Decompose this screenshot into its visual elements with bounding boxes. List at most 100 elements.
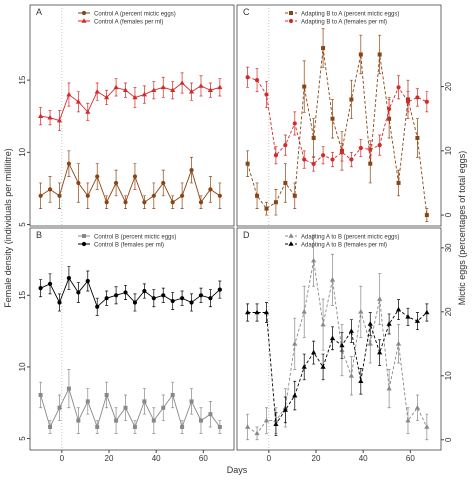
point	[264, 92, 269, 97]
point	[292, 121, 297, 126]
point	[47, 187, 53, 192]
point	[320, 153, 326, 158]
point	[405, 314, 411, 319]
panel-label: D	[243, 230, 250, 240]
point	[289, 11, 293, 15]
point	[395, 340, 402, 346]
panel-frame	[236, 227, 442, 451]
point	[95, 174, 100, 179]
point	[348, 328, 354, 333]
point	[66, 91, 72, 97]
point	[283, 143, 288, 148]
legend-label: Control B (percent mictic eggs)	[94, 235, 176, 241]
y2-tick-label: 10	[444, 146, 453, 155]
x-tick-label: 60	[199, 454, 208, 463]
series-line	[247, 76, 428, 165]
point	[94, 88, 100, 94]
point	[81, 18, 87, 23]
point	[189, 399, 194, 404]
point	[302, 84, 307, 89]
point	[188, 88, 195, 94]
point	[189, 300, 194, 305]
point	[367, 321, 373, 326]
point	[414, 318, 421, 323]
point	[349, 97, 354, 102]
point	[254, 78, 260, 83]
point	[208, 412, 213, 417]
y-tick-label: 10	[18, 147, 27, 156]
series-line	[40, 82, 220, 122]
point	[82, 234, 86, 238]
point	[142, 200, 147, 205]
legend-label: Control B (females per ml)	[94, 243, 164, 249]
legend-label: Control A (percent mictic eggs)	[94, 12, 176, 18]
point	[95, 304, 100, 309]
point	[85, 109, 91, 114]
point	[38, 286, 43, 291]
legend-label: Adapting A to B (percent mictic eggs)	[301, 235, 399, 241]
point	[189, 168, 194, 173]
point	[76, 290, 81, 295]
point	[57, 405, 62, 410]
x-tick-label: 0	[267, 454, 272, 463]
point	[217, 193, 222, 198]
y2-tick-label: 10	[444, 371, 453, 380]
point	[38, 113, 44, 119]
point	[85, 278, 90, 284]
point	[104, 94, 110, 100]
series-line	[247, 47, 428, 216]
point	[311, 349, 317, 355]
point	[161, 293, 166, 298]
point	[415, 95, 420, 100]
x-tick-label: 40	[359, 454, 368, 463]
point	[198, 418, 203, 423]
point	[113, 180, 119, 186]
point	[85, 193, 90, 198]
point	[180, 424, 185, 429]
y-tick-label: 5	[18, 222, 27, 227]
point	[132, 174, 138, 179]
point	[273, 153, 279, 158]
point	[405, 99, 411, 104]
series-line	[40, 387, 221, 429]
point	[151, 193, 156, 198]
point	[349, 157, 354, 162]
point	[217, 287, 222, 292]
point	[76, 180, 81, 186]
point	[208, 296, 213, 301]
point	[132, 300, 138, 305]
point	[245, 161, 250, 166]
point	[245, 424, 251, 429]
point	[81, 10, 87, 16]
point	[254, 430, 260, 436]
point	[414, 404, 421, 410]
y-tick-label: 15	[18, 75, 27, 84]
legend-label: Control A (females per ml)	[94, 20, 163, 26]
y2-tick-label: 30	[444, 243, 453, 252]
point	[142, 399, 147, 404]
panel-label: A	[36, 7, 42, 17]
point	[170, 298, 175, 304]
point	[368, 147, 373, 152]
point	[330, 157, 335, 162]
point	[311, 257, 317, 263]
x-tick-label: 20	[312, 454, 321, 463]
point	[358, 52, 363, 57]
point	[104, 200, 109, 205]
point	[320, 364, 326, 369]
point	[104, 392, 109, 397]
point	[180, 296, 185, 301]
x-tick-label: 20	[105, 454, 114, 463]
point	[123, 200, 128, 205]
point	[255, 193, 260, 198]
point	[348, 372, 354, 378]
point	[57, 300, 62, 305]
point	[273, 200, 278, 205]
point	[301, 309, 307, 314]
point	[415, 135, 420, 140]
point	[377, 143, 382, 148]
point	[160, 84, 166, 90]
point	[151, 418, 156, 423]
panel-label: C	[243, 7, 250, 17]
point	[47, 114, 53, 120]
